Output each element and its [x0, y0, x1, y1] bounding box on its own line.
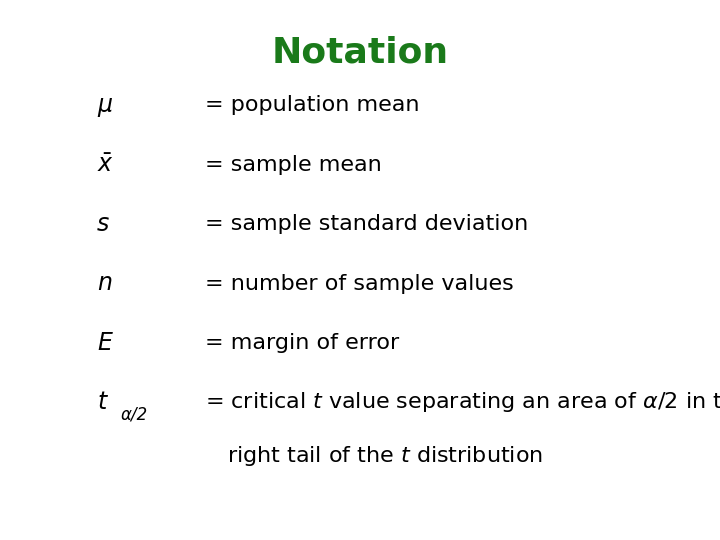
Text: $t$: $t$	[97, 390, 109, 414]
Text: n: n	[97, 272, 112, 295]
Text: = population mean: = population mean	[205, 95, 420, 116]
Text: $\bar{x}$: $\bar{x}$	[97, 153, 114, 177]
Text: Notation: Notation	[271, 35, 449, 69]
Text: α/2: α/2	[121, 405, 148, 423]
Text: s: s	[97, 212, 109, 236]
Text: = sample standard deviation: = sample standard deviation	[205, 214, 528, 234]
Text: = sample mean: = sample mean	[205, 154, 382, 175]
Text: = critical $t$ value separating an area of $\alpha$/2 in the: = critical $t$ value separating an area …	[205, 390, 720, 414]
Text: right tail of the $t$ distribution: right tail of the $t$ distribution	[227, 444, 543, 468]
Text: μ: μ	[97, 93, 112, 117]
Text: E: E	[97, 331, 112, 355]
Text: = margin of error: = margin of error	[205, 333, 400, 353]
Text: = number of sample values: = number of sample values	[205, 273, 514, 294]
